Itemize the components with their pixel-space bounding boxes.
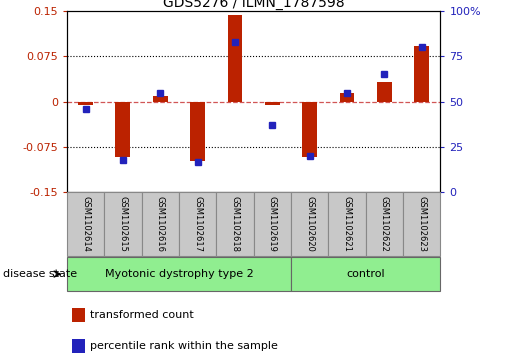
- Bar: [153, 95, 168, 102]
- Bar: [291, 192, 329, 256]
- Text: GSM1102621: GSM1102621: [342, 196, 351, 252]
- Text: disease state: disease state: [3, 269, 77, 279]
- Bar: [115, 102, 130, 157]
- Bar: [67, 257, 291, 291]
- Text: GSM1102614: GSM1102614: [81, 196, 90, 252]
- Bar: [142, 192, 179, 256]
- Text: percentile rank within the sample: percentile rank within the sample: [90, 341, 278, 351]
- Text: GSM1102619: GSM1102619: [268, 196, 277, 252]
- Text: GSM1102617: GSM1102617: [193, 196, 202, 252]
- Bar: [339, 93, 354, 102]
- Text: GSM1102622: GSM1102622: [380, 196, 389, 252]
- Bar: [253, 192, 291, 256]
- Bar: [72, 308, 85, 322]
- Text: GSM1102618: GSM1102618: [231, 196, 239, 252]
- Bar: [67, 192, 104, 256]
- Text: transformed count: transformed count: [90, 310, 194, 320]
- Bar: [216, 192, 253, 256]
- Text: GSM1102623: GSM1102623: [417, 196, 426, 252]
- Bar: [414, 46, 429, 102]
- Bar: [72, 339, 85, 353]
- Text: GSM1102620: GSM1102620: [305, 196, 314, 252]
- Bar: [265, 102, 280, 105]
- Text: GSM1102615: GSM1102615: [118, 196, 127, 252]
- Bar: [366, 192, 403, 256]
- Text: control: control: [346, 269, 385, 279]
- Text: GSM1102616: GSM1102616: [156, 196, 165, 252]
- Bar: [190, 102, 205, 161]
- Bar: [377, 82, 392, 102]
- Text: Myotonic dystrophy type 2: Myotonic dystrophy type 2: [105, 269, 253, 279]
- Bar: [291, 257, 440, 291]
- Bar: [78, 102, 93, 105]
- Bar: [329, 192, 366, 256]
- Bar: [228, 15, 243, 102]
- Bar: [179, 192, 216, 256]
- Bar: [302, 102, 317, 157]
- Bar: [104, 192, 142, 256]
- Bar: [403, 192, 440, 256]
- Title: GDS5276 / ILMN_1787598: GDS5276 / ILMN_1787598: [163, 0, 345, 10]
